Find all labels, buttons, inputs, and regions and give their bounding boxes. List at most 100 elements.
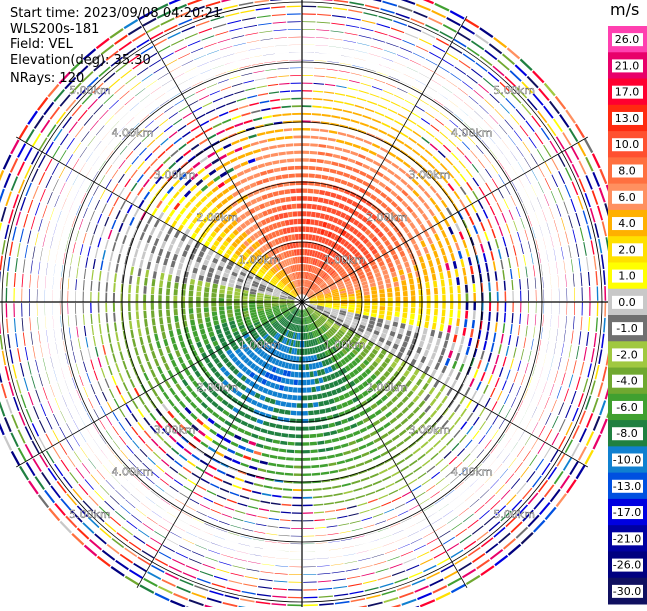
velocity-gate	[143, 166, 150, 174]
velocity-gate	[510, 196, 515, 206]
velocity-gate	[21, 303, 22, 317]
velocity-gate	[576, 346, 579, 359]
velocity-gate	[460, 336, 464, 344]
velocity-gate	[158, 73, 169, 80]
velocity-gate	[212, 288, 217, 293]
velocity-gate	[266, 76, 277, 78]
velocity-gate	[505, 291, 507, 301]
velocity-gate	[162, 52, 174, 59]
velocity-gate	[297, 341, 300, 348]
velocity-gate	[216, 569, 229, 574]
velocity-gate	[434, 551, 447, 559]
velocity-gate	[451, 215, 457, 223]
velocity-gate	[232, 83, 243, 87]
velocity-gate	[125, 576, 140, 586]
velocity-gate	[399, 328, 405, 334]
velocity-gate	[245, 576, 258, 579]
velocity-gate	[161, 459, 170, 467]
velocity-gate	[398, 510, 408, 515]
velocity-gate	[429, 52, 441, 59]
velocity-gate	[459, 160, 467, 169]
velocity-gate	[573, 316, 575, 329]
velocity-gate	[317, 14, 331, 16]
velocity-gate	[440, 484, 449, 491]
velocity-gate	[219, 298, 224, 302]
velocity-gate	[447, 325, 451, 333]
velocity-gate	[90, 314, 92, 324]
velocity-gate	[418, 389, 425, 397]
velocity-gate	[330, 169, 337, 174]
velocity-gate	[114, 273, 117, 282]
velocity-gate	[293, 211, 298, 216]
velocity-gate	[391, 102, 401, 107]
velocity-gate	[303, 473, 311, 476]
velocity-gate	[404, 143, 413, 150]
velocity-gate	[597, 286, 599, 300]
velocity-gate	[523, 255, 526, 266]
velocity-gate	[287, 371, 291, 377]
velocity-gate	[31, 216, 36, 229]
velocity-gate	[480, 56, 493, 66]
velocity-gate	[165, 381, 171, 389]
velocity-gate	[138, 268, 142, 276]
velocity-gate	[44, 490, 55, 503]
velocity-gate	[207, 418, 215, 425]
velocity-gate	[472, 320, 475, 329]
velocity-gate	[159, 552, 172, 560]
velocity-gate	[481, 537, 494, 547]
velocity-gate	[539, 225, 543, 237]
velocity-gate	[531, 438, 538, 450]
velocity-gate	[589, 287, 590, 301]
velocity-gate	[234, 292, 240, 296]
velocity-gate	[53, 223, 57, 235]
velocity-gate	[342, 48, 354, 50]
velocity-gate	[167, 227, 173, 235]
velocity-gate	[25, 444, 34, 458]
velocity-gate	[341, 55, 353, 57]
velocity-gate	[565, 316, 566, 329]
velocity-gate	[154, 113, 163, 120]
velocity-gate	[525, 266, 527, 277]
velocity-gate	[418, 184, 425, 192]
velocity-gate	[533, 326, 535, 337]
velocity-gate	[179, 454, 188, 461]
velocity-gate	[312, 113, 321, 116]
velocity-gate	[97, 381, 102, 391]
velocity-gate	[242, 144, 250, 149]
velocity-gate	[169, 0, 184, 5]
velocity-gate	[248, 158, 256, 163]
velocity-gate	[475, 34, 489, 44]
velocity-gate	[518, 268, 520, 279]
velocity-gate	[151, 295, 154, 302]
velocity-gate	[176, 552, 189, 559]
velocity-gate	[258, 23, 271, 26]
velocity-gate	[433, 250, 438, 258]
velocity-gate	[140, 449, 148, 457]
velocity-gate	[170, 600, 185, 607]
velocity-gate	[454, 67, 466, 75]
velocity-gate	[222, 188, 229, 195]
velocity-gate	[173, 344, 179, 351]
velocity-gate	[425, 447, 433, 454]
velocity-gate	[144, 353, 149, 361]
velocity-gate	[302, 364, 305, 370]
velocity-gate	[565, 231, 569, 244]
velocity-gate	[258, 468, 267, 472]
velocity-gate	[409, 505, 419, 511]
velocity-gate	[38, 172, 45, 185]
velocity-gate	[66, 170, 72, 181]
velocity-gate	[50, 357, 53, 369]
velocity-gate	[182, 284, 187, 290]
velocity-gate	[238, 445, 246, 451]
velocity-gate	[582, 287, 583, 301]
velocity-gate	[361, 477, 370, 482]
velocity-gate	[162, 80, 173, 87]
velocity-gate	[402, 313, 407, 319]
velocity-gate	[438, 331, 443, 338]
velocity-gate	[398, 269, 404, 275]
velocity-gate	[355, 136, 364, 141]
velocity-gate	[226, 587, 240, 592]
velocity-gate	[66, 99, 77, 111]
velocity-gate	[593, 256, 596, 270]
velocity-gate	[550, 276, 551, 288]
